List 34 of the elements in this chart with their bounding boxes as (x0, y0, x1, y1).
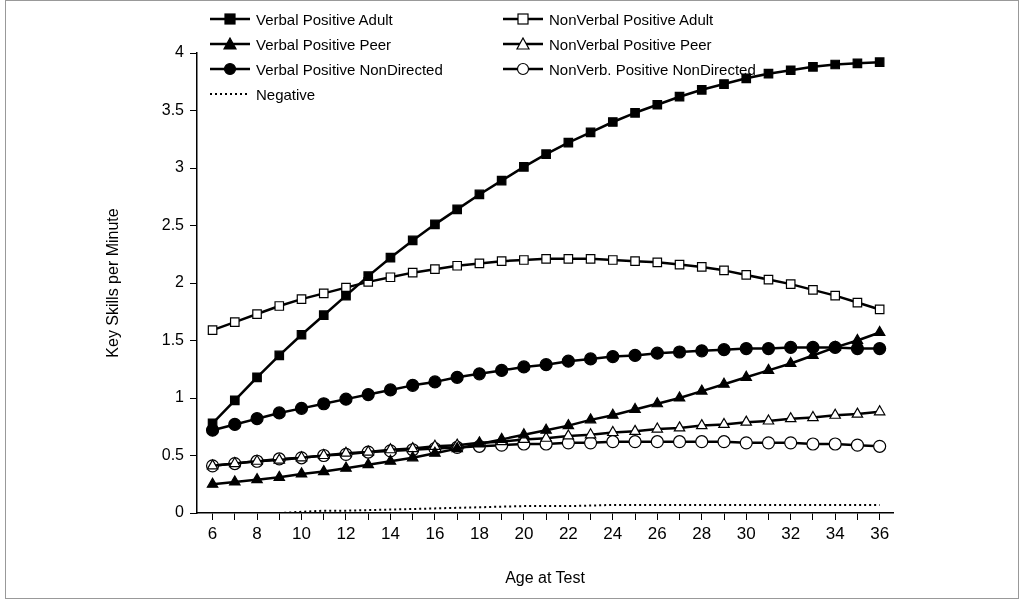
x-tick-label: 14 (381, 523, 400, 543)
y-tick-label: 2.5 (161, 215, 185, 233)
x-tick-label: 34 (825, 523, 845, 543)
y-tick-label: 3 (175, 158, 185, 176)
legend-label: Verbal Positive NonDirected (256, 60, 443, 78)
legend-label: NonVerbal Positive Adult (549, 10, 714, 28)
y-tick-label: 4 (175, 43, 185, 61)
legend-label: NonVerb. Positive NonDirected (549, 60, 756, 78)
y-tick-label: 2 (175, 273, 185, 291)
x-tick-label: 36 (870, 523, 890, 543)
x-tick-label: 18 (469, 523, 489, 543)
y-tick-label: 0 (175, 503, 185, 521)
y-tick-label: 1.5 (161, 330, 185, 348)
legend-label: Verbal Positive Adult (256, 10, 393, 28)
x-tick-label: 26 (647, 523, 667, 543)
legend-label: NonVerbal Positive Peer (549, 35, 712, 53)
x-tick-label: 16 (425, 523, 445, 543)
y-tick-label: 3.5 (161, 100, 185, 118)
x-tick-label: 12 (336, 523, 356, 543)
x-tick-label: 24 (603, 523, 623, 543)
x-tick-label: 22 (558, 523, 578, 543)
x-tick-label: 6 (207, 523, 218, 543)
x-tick-label: 28 (692, 523, 712, 543)
x-tick-label: 20 (514, 523, 534, 543)
y-tick-label: 1 (175, 388, 185, 406)
x-axis-title: Age at Test (505, 568, 586, 586)
x-tick-label: 32 (781, 523, 801, 543)
x-tick-label: 10 (292, 523, 311, 543)
legend-label: Verbal Positive Peer (256, 35, 392, 53)
y-tick-label: 0.5 (161, 445, 185, 463)
x-tick-label: 30 (736, 523, 756, 543)
x-tick-label: 8 (252, 523, 262, 543)
legend-label: Negative (256, 85, 316, 103)
y-axis-title: Key Skills per Minute (104, 208, 122, 358)
